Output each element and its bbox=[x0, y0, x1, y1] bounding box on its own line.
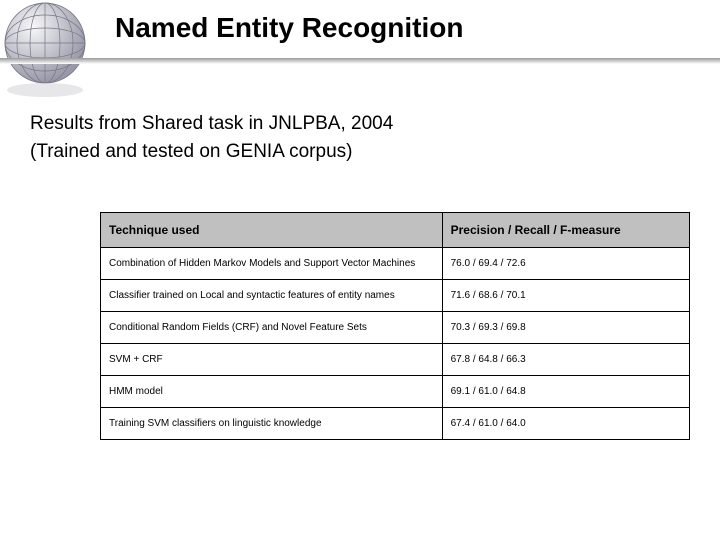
results-table-container: Technique used Precision / Recall / F-me… bbox=[100, 212, 690, 440]
table-row: SVM + CRF 67.8 / 64.8 / 66.3 bbox=[101, 344, 690, 376]
cell-metrics: 76.0 / 69.4 / 72.6 bbox=[442, 248, 689, 280]
page-title: Named Entity Recognition bbox=[115, 12, 720, 44]
header: Named Entity Recognition bbox=[0, 0, 720, 44]
cell-technique: SVM + CRF bbox=[101, 344, 443, 376]
table-row: HMM model 69.1 / 61.0 / 64.8 bbox=[101, 376, 690, 408]
table-row: Combination of Hidden Markov Models and … bbox=[101, 248, 690, 280]
title-underline bbox=[0, 58, 720, 64]
subtitle-line1: Results from Shared task in JNLPBA, 2004 bbox=[30, 110, 393, 138]
cell-technique: Conditional Random Fields (CRF) and Nove… bbox=[101, 312, 443, 344]
cell-metrics: 71.6 / 68.6 / 70.1 bbox=[442, 280, 689, 312]
cell-metrics: 70.3 / 69.3 / 69.8 bbox=[442, 312, 689, 344]
cell-technique: Classifier trained on Local and syntacti… bbox=[101, 280, 443, 312]
cell-metrics: 67.4 / 61.0 / 64.0 bbox=[442, 408, 689, 440]
cell-metrics: 67.8 / 64.8 / 66.3 bbox=[442, 344, 689, 376]
results-table: Technique used Precision / Recall / F-me… bbox=[100, 212, 690, 440]
table-row: Conditional Random Fields (CRF) and Nove… bbox=[101, 312, 690, 344]
table-header-row: Technique used Precision / Recall / F-me… bbox=[101, 213, 690, 248]
col-header-technique: Technique used bbox=[101, 213, 443, 248]
cell-technique: Combination of Hidden Markov Models and … bbox=[101, 248, 443, 280]
subtitle: Results from Shared task in JNLPBA, 2004… bbox=[30, 110, 393, 165]
table-row: Training SVM classifiers on linguistic k… bbox=[101, 408, 690, 440]
col-header-metrics: Precision / Recall / F-measure bbox=[442, 213, 689, 248]
subtitle-line2: (Trained and tested on GENIA corpus) bbox=[30, 138, 393, 166]
cell-technique: HMM model bbox=[101, 376, 443, 408]
table-row: Classifier trained on Local and syntacti… bbox=[101, 280, 690, 312]
cell-technique: Training SVM classifiers on linguistic k… bbox=[101, 408, 443, 440]
cell-metrics: 69.1 / 61.0 / 64.8 bbox=[442, 376, 689, 408]
